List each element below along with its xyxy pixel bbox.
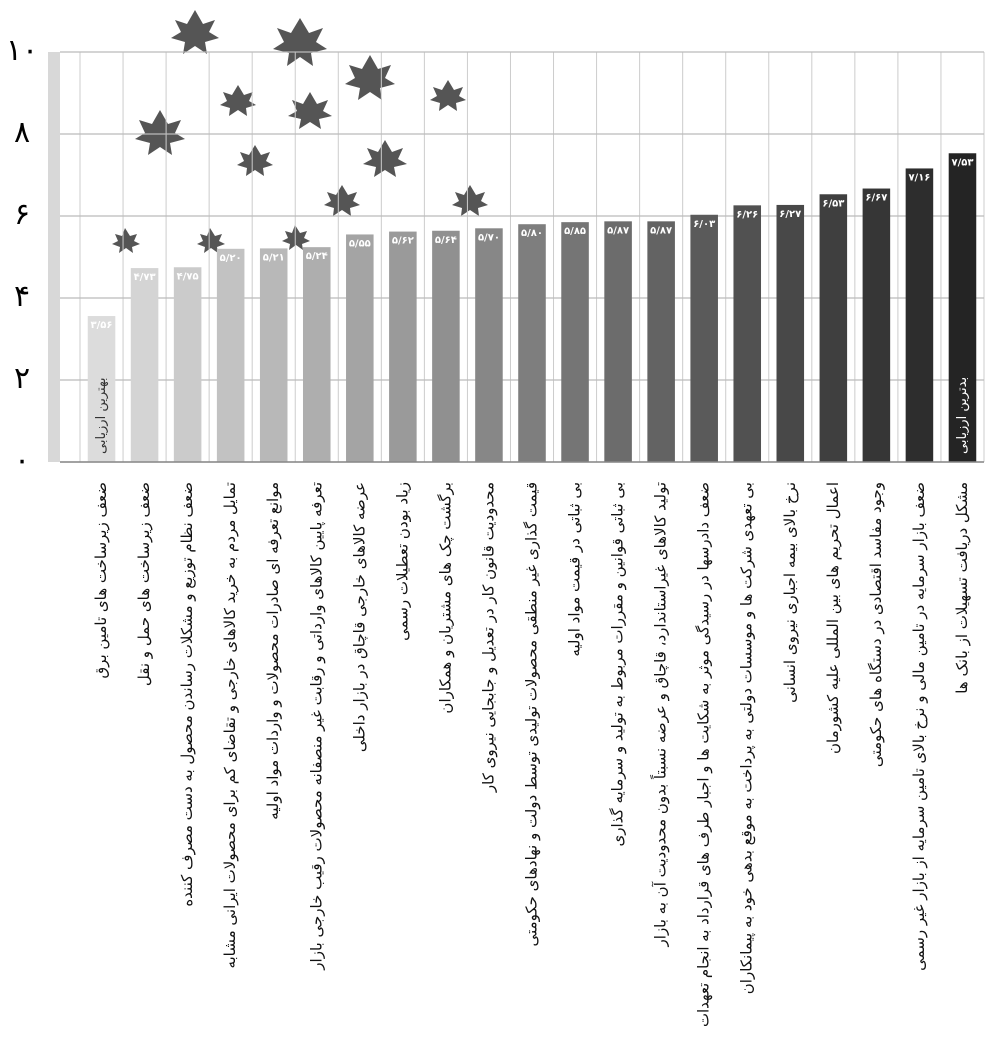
value-label: ۶/۵۳ [822,198,844,209]
y-tick-label: ۲ [14,361,30,396]
bar [174,267,202,462]
y-axis-strip [48,52,60,462]
x-tick-label: تولید کالاهای غیراستاندارد، قاچاق و عرضه… [649,482,669,947]
x-tick-label: ضعف زیرساخت های تامین برق [92,482,110,678]
bar [561,222,589,462]
bar [303,247,331,462]
bar [389,232,417,462]
value-label: ۵/۲۱ [263,252,285,263]
bar [260,248,288,462]
value-label: ۵/۸۷ [607,225,629,236]
y-tick-label: ۱۰ [6,33,38,68]
bar [863,189,891,462]
bar [820,194,848,462]
value-label: ۵/۶۴ [435,235,457,246]
x-tick-label: موانع تعرفه ای صادرات محصولات و واردات م… [264,482,282,820]
value-label: ۷/۱۶ [908,172,930,183]
x-tick-label: تعرفه پایین کالاهای وارداتی و رقابت غیر … [307,482,326,971]
annotation: بدترین ارزیابی [955,377,970,454]
y-tick-label: ۰ [14,443,30,478]
x-tick-label: بی تعهدی شرکت ها و موسسات دولتی به پرداخ… [738,482,757,994]
value-label: ۶/۰۳ [693,219,715,230]
x-tick-label: عرضه کالاهای خارجی قاچاق در بازار داخلی [350,482,368,752]
value-label: ۶/۶۷ [865,193,887,204]
value-label: ۵/۸۵ [564,226,586,237]
y-tick-label: ۴ [14,279,30,314]
value-label: ۵/۷۰ [478,232,500,243]
bar [346,234,374,462]
bar [518,224,546,462]
value-label: ۳/۵۶ [91,320,113,331]
x-tick-label: ضعف بازار سرمایه در تامین مالی و نرخ بال… [910,482,928,971]
x-tick-label: ضعف زیرساخت های حمل و نقل [135,482,153,686]
bar [131,268,159,462]
x-tick-label: ضعف نظام توزیع و مشکلات رساندن محصول به … [178,482,196,907]
value-label: ۵/۲۴ [306,251,328,262]
value-label: ۶/۲۶ [736,209,758,220]
x-tick-label: اعمال تحریم های بین المللی علیه کشورمان [824,482,842,754]
x-tick-label: قیمت گذاری غیر منطقی محصولات تولیدی توسط… [523,482,541,946]
bar [647,221,675,462]
chart: ۰ ۲ ۴ ۶ ۸ ۱۰ ۳/۵۶ ضعف زیرساخت های تامین برق ۴/۷۳… [0,0,988,1038]
value-label: ۵/۶۲ [392,236,414,247]
x-tick-label: مشکل دریافت تسهیلات از بانک ها [953,482,971,694]
x-tick-label: نرخ بالای بیمه اجباری نیروی انسانی [781,482,799,703]
value-label: ۵/۲۰ [220,253,242,264]
x-tick-label: زیاد بودن تعطیلات رسمی [393,482,411,641]
bar [906,168,934,462]
value-label: ۶/۲۷ [779,209,801,220]
bar [604,221,632,462]
x-tick-label: تمایل مردم به خرید کالاهای خارجی و تقاضا… [221,482,239,969]
x-tick-label: وجود مفاسد اقتصادی در دستگاه های حکومتی [867,482,885,767]
value-label: ۵/۸۷ [650,225,672,236]
x-tick-label: ضعف دادرسها در رسیدگی موثر به شکایت ها و… [695,482,713,1027]
value-label: ۷/۵۳ [951,157,973,168]
bar [217,249,245,462]
bar [777,205,805,462]
x-tick-label: بی ثباتی قوانین و مقررات مربوط به تولید … [609,482,627,846]
value-label: ۴/۷۵ [177,271,199,282]
y-tick-label: ۸ [14,115,30,150]
x-tick-label: بی ثباتی در قیمت مواد اولیه [566,482,584,657]
bar [690,215,718,462]
bar [475,228,503,462]
value-label: ۵/۵۵ [349,238,371,249]
value-label: ۴/۷۳ [134,272,156,283]
bar [733,205,761,462]
value-label: ۵/۸۰ [521,228,543,239]
bar [432,231,460,462]
x-tick-label: برگشت چک های مشتریان و همکاران [436,482,454,714]
annotation: بهترین ارزیابی [94,377,109,454]
y-tick-label: ۶ [14,197,30,232]
x-tick-label: محدودیت قانون کار در تعدیل و جابجایی نیر… [479,482,497,793]
